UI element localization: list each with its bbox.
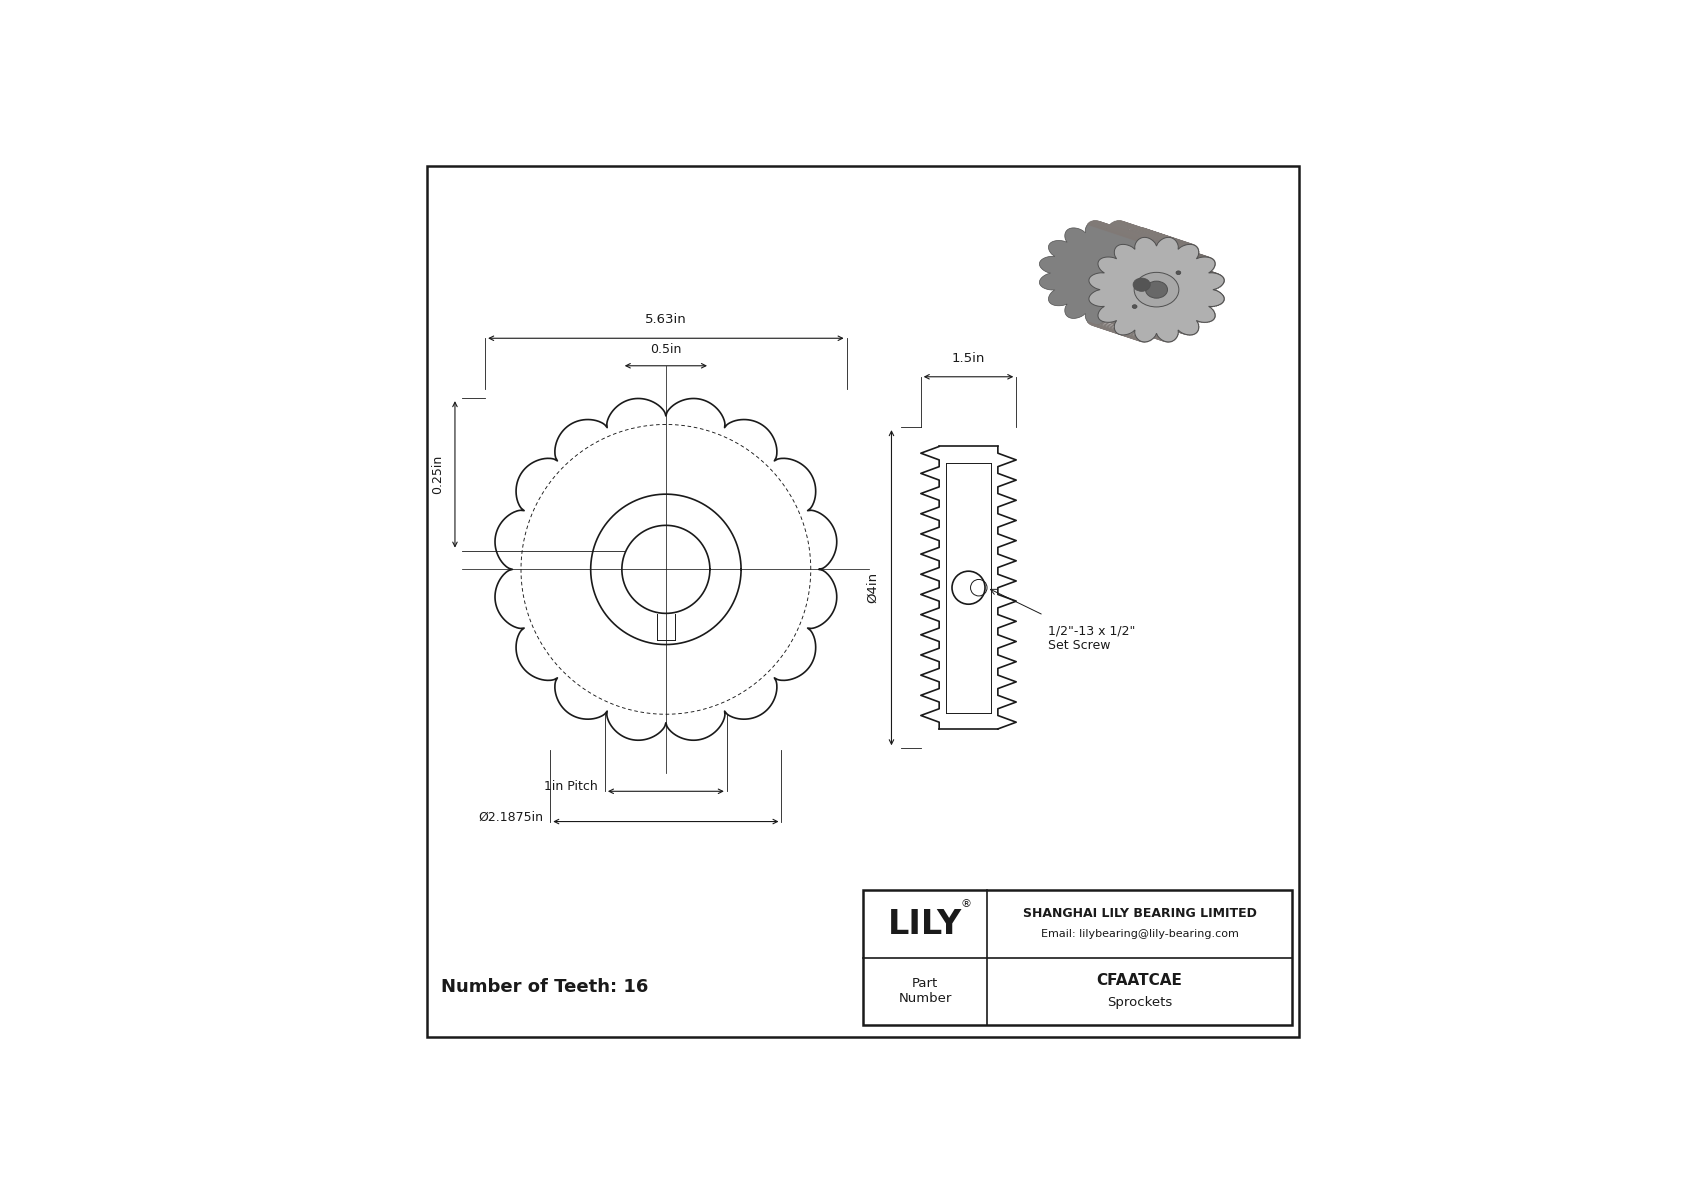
Text: ®: ® bbox=[960, 899, 972, 909]
Polygon shape bbox=[1090, 237, 1224, 342]
Text: 1.5in: 1.5in bbox=[951, 351, 985, 364]
Ellipse shape bbox=[1133, 273, 1179, 307]
Text: 0.25in: 0.25in bbox=[431, 455, 445, 494]
Text: CFAATCAE: CFAATCAE bbox=[1096, 973, 1182, 987]
Text: 1in Pitch: 1in Pitch bbox=[544, 780, 598, 793]
Text: SHANGHAI LILY BEARING LIMITED: SHANGHAI LILY BEARING LIMITED bbox=[1022, 908, 1256, 921]
Ellipse shape bbox=[1145, 281, 1167, 298]
Text: 0.5in: 0.5in bbox=[650, 343, 682, 356]
Text: Ø4in: Ø4in bbox=[867, 572, 879, 604]
Ellipse shape bbox=[1132, 305, 1137, 308]
Ellipse shape bbox=[1133, 278, 1150, 292]
Text: 5.63in: 5.63in bbox=[645, 313, 687, 326]
Ellipse shape bbox=[1175, 270, 1180, 275]
Text: Number of Teeth: 16: Number of Teeth: 16 bbox=[441, 978, 648, 996]
Text: Sprockets: Sprockets bbox=[1106, 996, 1172, 1009]
Text: Part
Number: Part Number bbox=[898, 978, 951, 1005]
Text: Email: lilybearing@lily-bearing.com: Email: lilybearing@lily-bearing.com bbox=[1041, 929, 1238, 940]
Polygon shape bbox=[1039, 220, 1175, 325]
Text: 1/2"-13 x 1/2"
Set Screw: 1/2"-13 x 1/2" Set Screw bbox=[1049, 624, 1135, 653]
Text: LILY: LILY bbox=[887, 908, 962, 941]
Text: Ø2.1875in: Ø2.1875in bbox=[478, 810, 542, 823]
